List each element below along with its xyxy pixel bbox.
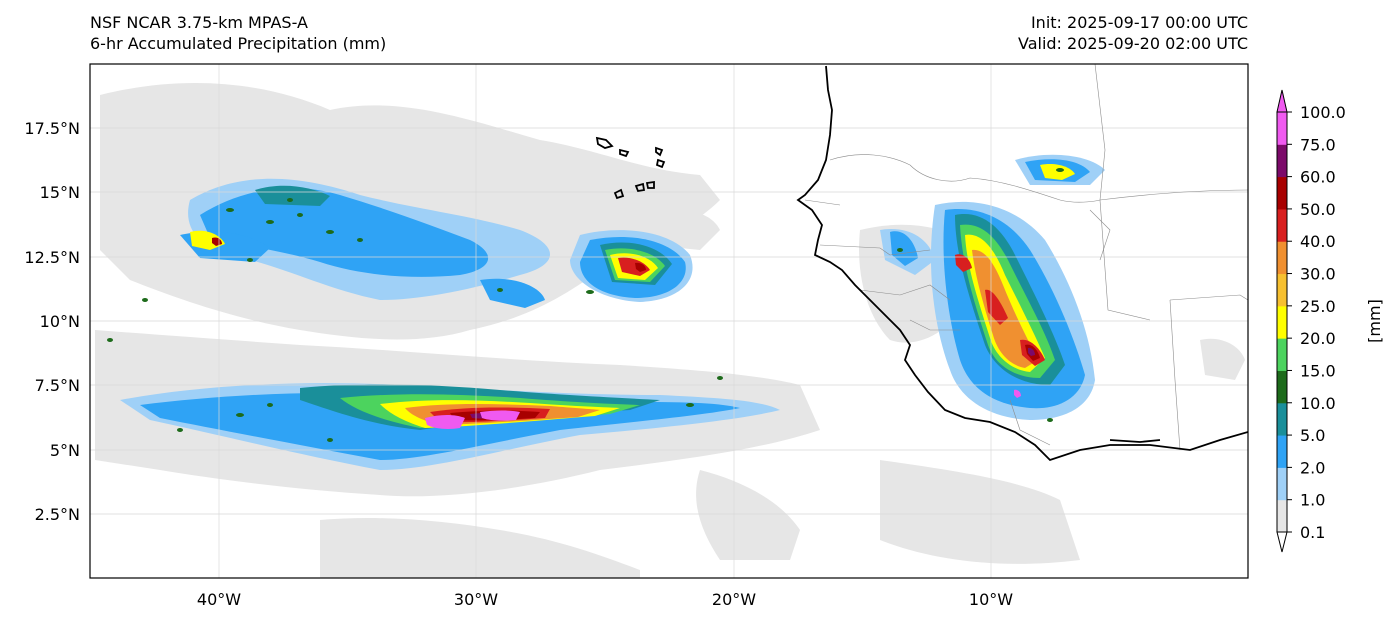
magenta-precip-cores	[425, 389, 1021, 429]
init-time: Init: 2025-09-17 00:00 UTC	[1030, 13, 1248, 32]
colorbar-level-label: 30.0	[1300, 265, 1336, 284]
colorbar-level-label: 5.0	[1300, 426, 1325, 445]
colorbar-segment	[1277, 176, 1287, 210]
colorbar-frame	[1276, 111, 1288, 533]
colorbar-segment	[1277, 208, 1287, 242]
colorbar-segment	[1277, 338, 1287, 371]
colorbar-level-label: 15.0	[1300, 361, 1336, 380]
lon-axis: 40°W 30°W 20°W 10°W	[197, 590, 1013, 609]
title-left: NSF NCAR 3.75-km MPAS-A 6-hr Accumulated…	[90, 12, 386, 54]
colorbar-segment	[1277, 435, 1287, 468]
colorbar-level-label: 20.0	[1300, 329, 1336, 348]
coastline	[595, 65, 1248, 462]
colorbar: 0.1 1.0 2.0 5.0 10.0 15.0 20.0 25.0 30.0 40.0 50.0…	[1276, 89, 1384, 553]
lon-tick-label: 20°W	[712, 590, 756, 609]
lat-tick-label: 5°N	[50, 441, 80, 460]
colorbar-level-label: 100.0	[1300, 103, 1346, 122]
colorbar-level-label: 2.0	[1300, 458, 1325, 477]
colorbar-min-extension	[1276, 531, 1288, 553]
colorbar-level-label: 60.0	[1300, 168, 1336, 187]
lat-tick-label: 12.5°N	[24, 248, 80, 267]
title-right: Init: 2025-09-17 00:00 UTC Valid: 2025-0…	[1018, 12, 1248, 54]
lat-tick-label: 2.5°N	[35, 505, 80, 524]
colorbar-level-label: 75.0	[1300, 135, 1336, 154]
lon-tick-label: 10°W	[969, 590, 1013, 609]
model-name: NSF NCAR 3.75-km MPAS-A	[90, 13, 308, 32]
graticule	[90, 64, 1248, 578]
field-name: 6-hr Accumulated Precipitation (mm)	[90, 34, 387, 53]
lat-tick-label: 7.5°N	[35, 376, 80, 395]
colorbar-segment	[1277, 241, 1287, 275]
lon-tick-label: 30°W	[454, 590, 498, 609]
colorbar-segment	[1277, 305, 1287, 339]
scattered-cells	[107, 168, 1064, 442]
colorbar-segments	[1277, 112, 1287, 533]
lon-tick-label: 40°W	[197, 590, 241, 609]
colorbar-segment	[1277, 402, 1287, 436]
colorbar-segment	[1277, 370, 1287, 404]
colorbar-level-label: 50.0	[1300, 200, 1336, 219]
colorbar-level-label: 0.1	[1300, 523, 1325, 542]
country-borders	[804, 64, 1248, 451]
colorbar-unit-label: [mm]	[1365, 299, 1384, 343]
colorbar-labels: 0.1 1.0 2.0 5.0 10.0 15.0 20.0 25.0 30.0 40.0 50.0…	[1287, 103, 1346, 542]
valid-time: Valid: 2025-09-20 02:00 UTC	[1017, 34, 1248, 53]
colorbar-level-label: 40.0	[1300, 232, 1336, 251]
colorbar-level-label: 1.0	[1300, 491, 1325, 510]
lat-axis: 17.5°N 15°N 12.5°N 10°N 7.5°N 5°N 2.5°N	[24, 119, 80, 524]
colorbar-segment	[1277, 112, 1287, 145]
lat-tick-label: 17.5°N	[24, 119, 80, 138]
colorbar-segment	[1277, 144, 1287, 178]
colorbar-max-extension	[1276, 89, 1288, 113]
lat-tick-label: 15°N	[40, 183, 80, 202]
colorbar-level-label: 25.0	[1300, 297, 1336, 316]
colorbar-level-label: 10.0	[1300, 394, 1336, 413]
lat-tick-label: 10°N	[40, 312, 80, 331]
map-layer	[90, 64, 1248, 578]
colorbar-segment	[1277, 273, 1287, 307]
plot-frame	[89, 63, 1249, 579]
colorbar-segment	[1277, 467, 1287, 501]
colorbar-segment	[1277, 499, 1287, 533]
